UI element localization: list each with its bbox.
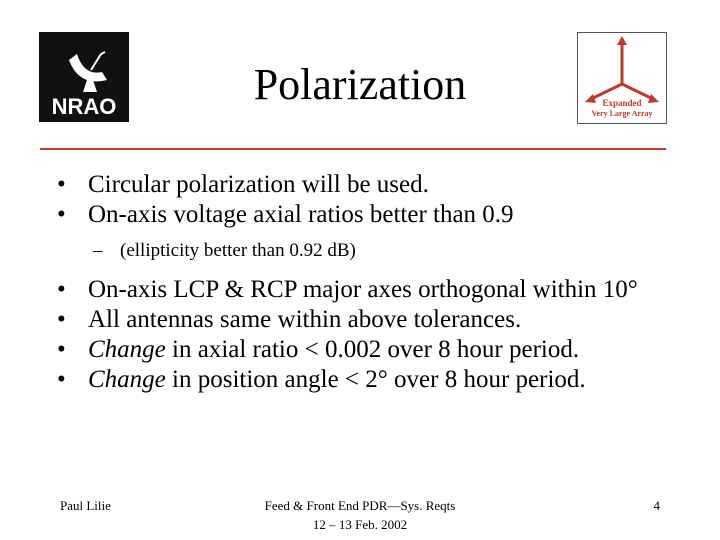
- bullet-item: • Change in position angle < 2° over 8 h…: [57, 365, 687, 395]
- bullet-item: • Circular polarization will be used.: [57, 170, 687, 200]
- bullet-item: • Change in axial ratio < 0.002 over 8 h…: [57, 335, 687, 365]
- bullet-item: • On-axis LCP & RCP major axes orthogona…: [57, 275, 687, 305]
- bullet-glyph: •: [57, 171, 66, 198]
- bullet-text: in position angle < 2° over 8 hour perio…: [165, 366, 586, 393]
- footer-event-date: 12 – 13 Feb. 2002: [312, 517, 408, 532]
- svg-text:NRAO: NRAO: [52, 94, 117, 119]
- bullet-item: • On-axis voltage axial ratios better th…: [57, 200, 687, 230]
- footer-event-title: Feed & Front End PDR—Sys. Reqts: [264, 498, 456, 513]
- sub-bullet-item: – (ellipticity better than 0.92 dB): [57, 239, 687, 263]
- evla-logo: Expanded Very Large Array: [577, 32, 667, 124]
- bullet-text: On-axis voltage axial ratios better than…: [88, 201, 514, 228]
- bullet-text: On-axis LCP & RCP major axes orthogonal …: [88, 276, 638, 303]
- svg-text:Expanded: Expanded: [602, 98, 641, 108]
- footer-author: Paul Lilie: [60, 498, 111, 513]
- bullet-glyph: •: [57, 336, 66, 363]
- svg-text:Very Large Array: Very Large Array: [591, 109, 652, 118]
- bullet-emphasis: Change: [88, 336, 166, 363]
- bullet-emphasis: Change: [88, 366, 166, 393]
- bullet-glyph: •: [57, 306, 66, 333]
- footer-event: Feed & Front End PDR—Sys. Reqts 12 – 13 …: [230, 496, 490, 534]
- nrao-logo: NRAO: [39, 32, 129, 122]
- bullet-list: • Circular polarization will be used. • …: [57, 170, 687, 395]
- sub-bullet-text: (ellipticity better than 0.92 dB): [120, 240, 356, 261]
- bullet-item: • All antennas same within above toleran…: [57, 305, 687, 335]
- nrao-logo-icon: NRAO: [39, 32, 129, 122]
- sub-bullet-glyph: –: [93, 240, 103, 261]
- bullet-glyph: •: [57, 201, 66, 228]
- bullet-glyph: •: [57, 366, 66, 393]
- bullet-text: Circular polarization will be used.: [88, 171, 429, 198]
- footer-page-number: 4: [653, 498, 661, 513]
- evla-logo-icon: Expanded Very Large Array: [577, 32, 667, 124]
- slide-title: Polarization: [253, 60, 467, 109]
- title-divider: [40, 148, 666, 150]
- bullet-text: in axial ratio < 0.002 over 8 hour perio…: [165, 336, 580, 363]
- bullet-text: All antennas same within above tolerance…: [88, 306, 522, 333]
- bullet-glyph: •: [57, 276, 66, 303]
